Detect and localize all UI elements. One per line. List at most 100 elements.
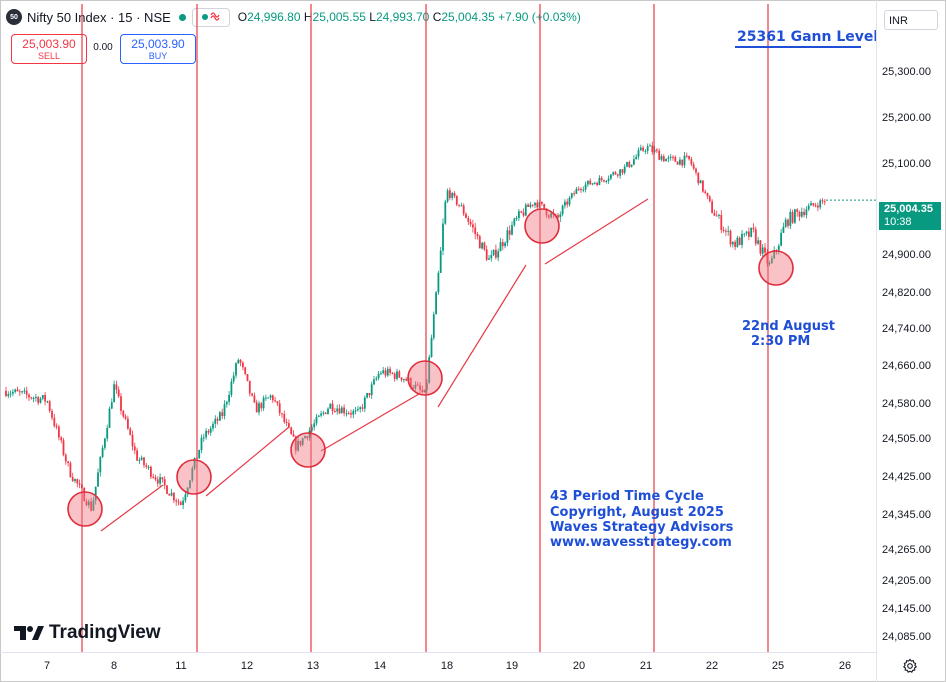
- candle-body: [430, 337, 433, 357]
- candle-body: [575, 188, 578, 194]
- candle-body: [150, 466, 152, 477]
- candle-body: [731, 241, 734, 245]
- cycle-circle-marker: [176, 459, 212, 495]
- candle-body: [598, 177, 601, 185]
- candle-body: [331, 403, 334, 412]
- candle-body: [812, 203, 815, 206]
- candle-body: [106, 427, 109, 439]
- candle-body: [221, 412, 224, 417]
- candle-body: [53, 417, 56, 426]
- currency-selector[interactable]: INR: [884, 10, 938, 30]
- candle-body: [48, 401, 51, 412]
- candle-body: [384, 370, 387, 376]
- candle-body: [676, 161, 679, 165]
- candle-body: [467, 218, 470, 222]
- candle-body: [223, 404, 226, 417]
- candle-body: [773, 249, 776, 259]
- candle-body: [741, 233, 743, 245]
- price-scale[interactable]: [876, 0, 946, 682]
- candle-body: [446, 190, 449, 202]
- time-tick-label: 7: [43, 660, 51, 672]
- candle-body: [179, 502, 182, 505]
- candle-body: [299, 440, 302, 445]
- candle-body: [327, 408, 329, 414]
- symbol-title[interactable]: Nifty 50 Index · 15 · NSE: [27, 9, 171, 25]
- gann-level-underline: [735, 46, 861, 48]
- candle-body: [104, 438, 106, 448]
- candle-body: [375, 378, 378, 380]
- candle-body: [810, 203, 812, 206]
- candle-body: [58, 426, 60, 438]
- candle-body: [37, 397, 40, 403]
- candle-body: [198, 450, 201, 459]
- time-axis[interactable]: [0, 652, 876, 682]
- candle-body: [361, 407, 364, 409]
- candle-body: [276, 401, 279, 404]
- candle-body: [702, 180, 704, 192]
- candle-body: [619, 169, 621, 176]
- candle-body: [807, 205, 810, 210]
- ohlc-readout: O24,996.80 H25,005.55 L24,993.70 C25,004…: [238, 10, 581, 24]
- sell-button[interactable]: 25,003.90 SELL: [11, 34, 87, 64]
- cycle-note-company: Waves Strategy Advisors: [550, 520, 734, 535]
- candle-body: [285, 421, 288, 424]
- candle-body: [681, 159, 684, 166]
- candle-body: [131, 434, 134, 447]
- buy-button[interactable]: 25,003.90 BUY: [120, 34, 196, 64]
- candle-body: [506, 230, 509, 243]
- candle-body: [382, 370, 385, 374]
- candle-body: [338, 408, 341, 414]
- candle-body: [400, 377, 403, 380]
- candle-body: [228, 394, 230, 402]
- candle-body: [656, 149, 658, 151]
- compare-button[interactable]: [191, 7, 230, 27]
- candle-body: [642, 147, 644, 151]
- candle-body: [499, 242, 502, 252]
- candle-body: [435, 292, 437, 315]
- candle-body: [782, 226, 785, 233]
- candle-body: [377, 374, 380, 379]
- candle-body: [329, 403, 332, 409]
- candle-body: [750, 227, 753, 237]
- candle-body: [543, 203, 546, 209]
- candle-body: [455, 196, 458, 205]
- cycle-circle-marker: [758, 250, 794, 286]
- candle-body: [791, 211, 794, 223]
- candle-body: [766, 252, 769, 264]
- candle-body: [474, 227, 477, 235]
- candle-body: [278, 403, 281, 414]
- candle-body: [478, 236, 481, 249]
- candle-body: [64, 454, 67, 462]
- candle-body: [92, 500, 95, 511]
- candle-body: [87, 501, 90, 506]
- tradingview-logo-icon: [14, 626, 44, 640]
- candle-body: [658, 150, 661, 160]
- candle-body: [672, 156, 674, 158]
- candle-body: [35, 397, 37, 399]
- candle-body: [143, 457, 145, 466]
- candle-body: [524, 204, 527, 216]
- candle-body: [600, 177, 603, 180]
- plot-area[interactable]: [0, 0, 876, 652]
- candle-body: [373, 379, 375, 385]
- candle-body: [301, 438, 304, 445]
- candle-body: [14, 389, 17, 392]
- candle-body: [345, 413, 348, 415]
- candle-body: [492, 249, 495, 256]
- low-key: L: [369, 10, 376, 24]
- candle-body: [396, 371, 398, 379]
- candle-body: [704, 191, 707, 193]
- symbol-header[interactable]: 50 Nifty 50 Index · 15 · NSE O24,996.80 …: [6, 6, 581, 28]
- candle-body: [550, 212, 552, 218]
- candle-body: [336, 408, 339, 412]
- candle-body: [129, 428, 132, 435]
- candle-body: [513, 218, 516, 226]
- candle-body: [573, 193, 575, 195]
- candle-body: [46, 401, 49, 403]
- candle-body: [265, 397, 267, 399]
- candle-body: [161, 477, 164, 480]
- candle-body: [649, 145, 651, 147]
- cycle-circle-marker: [407, 360, 443, 396]
- candle-body: [695, 168, 697, 173]
- gear-icon[interactable]: [902, 658, 918, 674]
